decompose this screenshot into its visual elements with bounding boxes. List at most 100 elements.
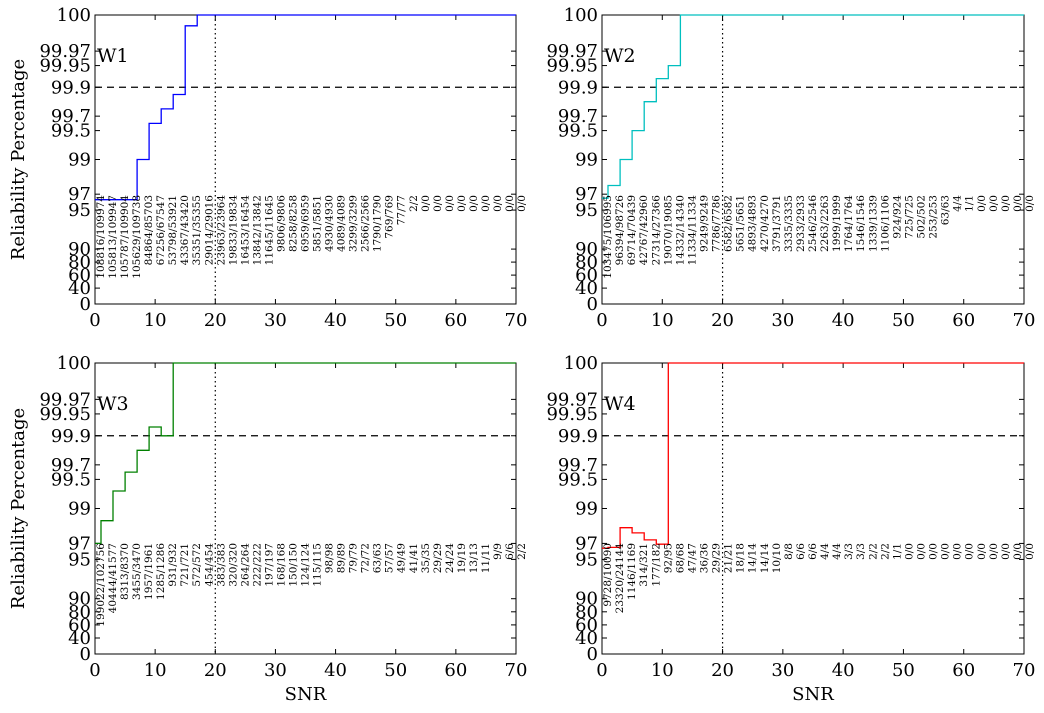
y-tick-label: 97 bbox=[68, 184, 91, 205]
bin-count-label: 0/0 bbox=[516, 195, 528, 212]
bin-count-label: 29/29 bbox=[711, 543, 723, 573]
bin-count-label: 105629/109738 bbox=[131, 195, 143, 279]
bin-count-label: 19833/19834 bbox=[227, 195, 239, 266]
x-tick-label: 40 bbox=[324, 660, 347, 681]
bin-count-label: 2/2 bbox=[408, 195, 420, 212]
chart-panel-w1: 0 10 20 30 40 50 60 7004060809095979999.599.799… bbox=[8, 5, 528, 331]
bin-count-label: 14/14 bbox=[759, 543, 771, 574]
bin-count-label: 11334/11334 bbox=[686, 195, 698, 266]
bin-count-label: 1/1 bbox=[891, 543, 903, 560]
bin-count-label: 9728/10090 bbox=[602, 543, 614, 607]
bin-count-label: 4270/4270 bbox=[759, 195, 771, 252]
y-tick-label: 95 bbox=[575, 200, 598, 221]
bin-count-label: 92/95 bbox=[662, 543, 674, 573]
bin-count-label: 10/10 bbox=[771, 543, 783, 573]
x-tick-label: 70 bbox=[1013, 310, 1036, 331]
bin-count-label: 124/124 bbox=[300, 543, 312, 587]
y-tick-label: 95 bbox=[575, 549, 598, 570]
bin-count-label: 931/932 bbox=[167, 543, 179, 587]
bin-count-label: 4/4 bbox=[952, 195, 964, 212]
bin-count-label: 9249/9249 bbox=[698, 195, 710, 252]
bin-count-label: 769/769 bbox=[384, 195, 396, 239]
bin-count-label: 4089/4089 bbox=[336, 195, 348, 252]
y-tick-label: 99.9 bbox=[558, 77, 598, 98]
bin-count-label: 40444/41577 bbox=[107, 543, 119, 613]
x-tick-label: 70 bbox=[505, 660, 528, 681]
bin-count-label: 11/11 bbox=[480, 543, 492, 573]
bin-count-label: 0/0 bbox=[1024, 195, 1036, 212]
x-tick-label: 60 bbox=[952, 660, 975, 681]
bin-count-label: 1106/1106 bbox=[879, 195, 891, 252]
bin-count-label: 253/253 bbox=[928, 195, 940, 239]
bin-count-label: 24/24 bbox=[444, 543, 456, 574]
bin-count-label: 1339/1339 bbox=[867, 195, 879, 252]
bin-count-label: 1790/1790 bbox=[372, 195, 384, 252]
bin-count-label: 0/0 bbox=[976, 195, 988, 212]
bin-count-label: 105813/109947 bbox=[107, 195, 119, 279]
bin-count-label: 2/2 bbox=[516, 543, 528, 560]
bin-count-label: 79/79 bbox=[348, 543, 360, 573]
bin-count-label: 98/98 bbox=[324, 543, 336, 573]
bin-count-label: 320/320 bbox=[227, 543, 239, 587]
y-tick-label: 80 bbox=[575, 602, 598, 623]
bin-count-label: 115/115 bbox=[312, 543, 324, 587]
bin-count-label: 27314/27366 bbox=[650, 195, 662, 266]
chart-panel-w3: 0 10 20 30 40 50 60 7004060809095979999.599.799… bbox=[8, 353, 528, 705]
x-axis-title: SNR bbox=[792, 684, 834, 705]
y-tick-label: 95 bbox=[68, 200, 91, 221]
bin-count-label: 0/0 bbox=[988, 543, 1000, 560]
bin-count-label: 6/6 bbox=[504, 543, 516, 560]
y-tick-label: 99.95 bbox=[546, 404, 598, 425]
bin-count-label: 36/36 bbox=[698, 543, 710, 574]
bin-count-label: 0/0 bbox=[480, 195, 492, 212]
y-tick-label: 97 bbox=[68, 533, 91, 554]
bin-count-label: 23963/23964 bbox=[215, 195, 227, 266]
bin-count-label: 6959/6959 bbox=[300, 195, 312, 252]
reliability-step-series bbox=[602, 362, 1024, 549]
bin-count-label: 264/264 bbox=[239, 543, 251, 587]
x-tick-label: 50 bbox=[384, 310, 407, 331]
bin-count-label: 1146/1169 bbox=[626, 543, 638, 600]
bin-count-label: 721/721 bbox=[179, 543, 191, 587]
y-tick-label: 99.5 bbox=[558, 121, 598, 142]
bin-count-label: 454/454 bbox=[203, 543, 215, 587]
bin-count-label: 572/572 bbox=[191, 543, 203, 587]
x-tick-label: 40 bbox=[324, 310, 347, 331]
x-tick-label: 70 bbox=[1013, 660, 1036, 681]
y-tick-label: 99.97 bbox=[39, 41, 91, 62]
bin-count-label: 13/13 bbox=[468, 543, 480, 573]
bin-count-label: 42767/42960 bbox=[638, 195, 650, 265]
y-tick-label: 100 bbox=[564, 5, 598, 26]
y-tick-label: 60 bbox=[575, 265, 598, 286]
y-tick-label: 97 bbox=[575, 533, 598, 554]
bin-count-label: 7786/7786 bbox=[711, 195, 723, 252]
bin-count-label: 3791/3791 bbox=[771, 195, 783, 252]
y-tick-label: 0 bbox=[80, 294, 91, 315]
panel-label: W1 bbox=[97, 45, 129, 67]
y-tick-label: 99.7 bbox=[51, 455, 91, 476]
reliability-step-series bbox=[95, 362, 516, 545]
x-axis-title: SNR bbox=[285, 684, 327, 705]
bin-count-label: 2546/2546 bbox=[807, 195, 819, 252]
y-tick-label: 99.9 bbox=[51, 426, 91, 447]
x-tick-label: 30 bbox=[771, 310, 794, 331]
x-tick-label: 20 bbox=[204, 310, 227, 331]
y-tick-label: 40 bbox=[575, 628, 598, 649]
bin-count-label: 0/0 bbox=[928, 543, 940, 560]
bin-count-label: 14/14 bbox=[747, 543, 759, 574]
bin-count-label: 57/57 bbox=[384, 543, 396, 573]
bin-count-label: 96394/98726 bbox=[614, 195, 626, 266]
x-tick-label: 40 bbox=[832, 310, 855, 331]
bin-count-label: 4/4 bbox=[819, 543, 831, 560]
y-tick-label: 40 bbox=[575, 278, 598, 299]
panel-label: W3 bbox=[97, 393, 129, 415]
y-tick-label: 0 bbox=[587, 294, 598, 315]
bin-count-label: 3/3 bbox=[843, 543, 855, 560]
bin-count-label: 2/2 bbox=[879, 543, 891, 560]
bin-count-label: 314/321 bbox=[638, 543, 650, 587]
bin-count-label: 3335/3335 bbox=[783, 195, 795, 252]
bin-count-label: 6/6 bbox=[807, 543, 819, 560]
bin-count-label: 168/168 bbox=[275, 543, 287, 587]
chart-panel-w4: 0 10 20 30 40 50 60 7004060809095979999.599.799… bbox=[546, 353, 1036, 705]
y-tick-label: 99.95 bbox=[39, 404, 91, 425]
